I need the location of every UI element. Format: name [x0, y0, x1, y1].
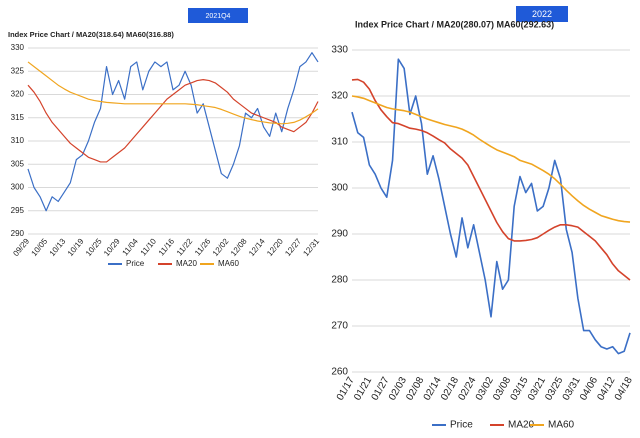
y-tick-label: 270: [331, 321, 348, 332]
series-line: [351, 95, 631, 223]
y-tick-label: 320: [11, 90, 25, 99]
x-tick-label: 09/29: [11, 236, 31, 258]
legend-label: Price: [126, 259, 145, 268]
y-tick-label: 260: [331, 367, 348, 378]
y-tick-label: 290: [11, 229, 25, 238]
x-tick-label: 12/27: [283, 236, 303, 258]
x-tick-label: 12/31: [301, 236, 321, 258]
x-tick-label: 11/04: [121, 236, 141, 257]
y-tick-label: 325: [11, 66, 25, 75]
y-tick-label: 330: [331, 45, 348, 56]
y-tick-label: 280: [331, 275, 348, 286]
y-tick-label: 295: [11, 206, 25, 215]
series-line: [27, 52, 319, 212]
x-tick-label: 11/22: [175, 236, 195, 257]
y-tick-label: 330: [11, 43, 25, 52]
period-tag: 2021Q4: [206, 13, 231, 20]
x-tick-label: 11/16: [157, 236, 177, 257]
period-tag-box: [188, 8, 248, 23]
x-tick-label: 12/14: [247, 236, 267, 258]
legend-label: Price: [450, 420, 473, 431]
series-line: [27, 61, 319, 125]
legend-label: MA60: [218, 259, 239, 268]
legend-label: MA60: [548, 420, 575, 431]
x-tick-label: 10/05: [30, 236, 50, 258]
legend-label: MA20: [176, 259, 197, 268]
chart-title: Index Price Chart / MA20(280.07) MA60(29…: [355, 19, 554, 29]
x-tick-label: 10/13: [48, 236, 68, 258]
x-tick-label: 12/02: [211, 236, 231, 258]
x-tick-label: 11/10: [139, 236, 159, 257]
y-tick-label: 310: [331, 137, 348, 148]
x-tick-label: 12/08: [229, 236, 249, 258]
legend-label: MA20: [508, 420, 535, 431]
x-tick-label: 10/19: [66, 236, 86, 258]
chart: 2021Q4 Index Price Chart / MA20(318.64) M…: [8, 8, 321, 268]
period-tag: 2022: [532, 9, 552, 19]
series-line: [351, 78, 631, 281]
y-tick-label: 315: [11, 113, 25, 122]
x-tick-label: 10/25: [84, 236, 104, 258]
y-tick-label: 290: [331, 229, 348, 240]
chart-title: Index Price Chart / MA20(318.64) MA60(31…: [8, 30, 174, 39]
y-tick-label: 305: [11, 159, 25, 168]
series-line: [351, 58, 631, 355]
y-tick-label: 300: [11, 183, 25, 192]
x-tick-label: 12/20: [265, 236, 285, 258]
x-tick-label: 10/29: [102, 236, 122, 258]
x-tick-label: 04/18: [613, 375, 635, 403]
y-tick-label: 310: [11, 136, 25, 145]
x-tick-label: 11/26: [193, 236, 213, 257]
y-tick-label: 320: [331, 91, 348, 102]
period-tag-box: [516, 6, 568, 22]
y-tick-label: 300: [331, 183, 348, 194]
series-line: [27, 79, 319, 163]
